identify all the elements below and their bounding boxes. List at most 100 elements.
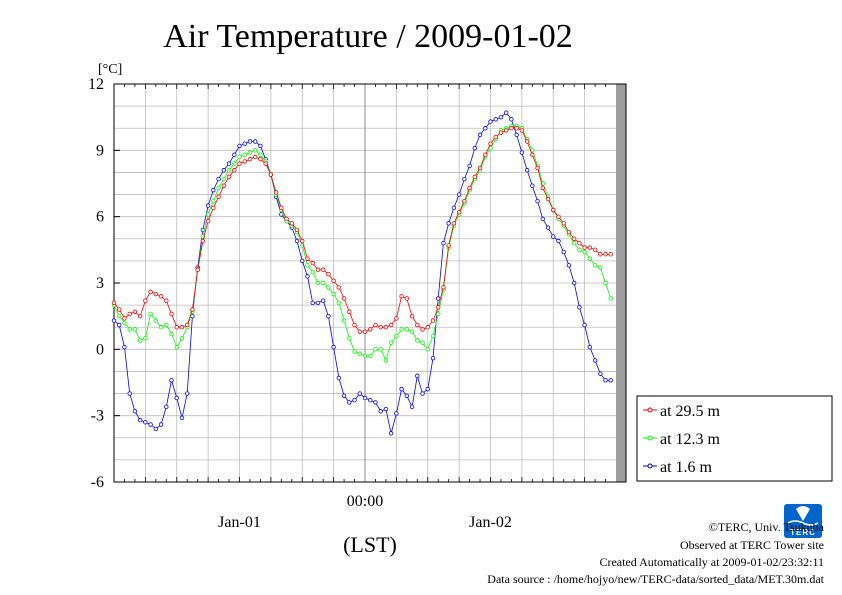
data-point bbox=[169, 311, 174, 317]
chart-title: Air Temperature / 2009-01-02 bbox=[163, 18, 573, 55]
series-layer bbox=[111, 110, 613, 436]
data-point bbox=[420, 327, 425, 332]
data-point bbox=[524, 139, 530, 144]
data-point bbox=[310, 269, 315, 275]
data-point bbox=[122, 320, 127, 325]
data-point bbox=[430, 318, 436, 323]
data-point bbox=[164, 298, 169, 303]
data-point bbox=[566, 263, 572, 268]
data-point bbox=[211, 198, 216, 204]
data-point bbox=[603, 378, 608, 383]
x-date-label: Jan-02 bbox=[469, 514, 512, 531]
data-point bbox=[132, 409, 138, 414]
data-point bbox=[556, 214, 561, 219]
data-point bbox=[409, 329, 415, 334]
data-point bbox=[132, 309, 138, 314]
data-point bbox=[598, 371, 603, 376]
data-point bbox=[200, 238, 206, 244]
data-point bbox=[179, 415, 185, 421]
data-point bbox=[582, 322, 587, 328]
data-point bbox=[352, 397, 357, 403]
data-point bbox=[509, 126, 514, 131]
data-point bbox=[232, 152, 237, 157]
data-point bbox=[247, 150, 253, 155]
wave-icon bbox=[787, 520, 819, 526]
data-point bbox=[446, 243, 451, 248]
data-point bbox=[577, 240, 582, 246]
data-point bbox=[378, 325, 383, 330]
data-point bbox=[153, 318, 159, 323]
data-point bbox=[153, 291, 159, 297]
data-point bbox=[305, 263, 310, 268]
data-point bbox=[185, 391, 190, 396]
data-point bbox=[451, 221, 457, 226]
y-axis-ticks: -6 -3 0 3 6 9 12 bbox=[88, 76, 120, 491]
data-point bbox=[362, 329, 368, 334]
x-axis-ticks: 00:00 Jan-01 Jan-02 bbox=[218, 493, 512, 531]
data-point bbox=[341, 318, 347, 323]
data-point bbox=[462, 176, 467, 182]
data-point bbox=[608, 378, 613, 383]
data-point bbox=[551, 234, 556, 239]
data-point bbox=[425, 386, 430, 392]
data-point bbox=[383, 406, 389, 412]
legend-label: at 1.6 m bbox=[660, 459, 713, 476]
data-point bbox=[232, 168, 237, 173]
data-point bbox=[300, 258, 305, 264]
data-point bbox=[582, 249, 587, 255]
data-point bbox=[430, 333, 436, 339]
data-point bbox=[185, 322, 190, 328]
data-point bbox=[420, 391, 425, 396]
data-point bbox=[127, 327, 132, 332]
data-point bbox=[467, 185, 472, 191]
data-point bbox=[326, 285, 331, 290]
data-point bbox=[587, 256, 593, 261]
data-point bbox=[357, 391, 362, 396]
y-tick-label: 0 bbox=[96, 341, 104, 358]
data-point bbox=[488, 119, 493, 124]
data-point bbox=[258, 156, 263, 162]
data-point bbox=[174, 395, 179, 401]
data-point bbox=[336, 285, 342, 290]
x-axis-label: (LST) bbox=[343, 532, 397, 557]
data-point bbox=[530, 183, 535, 188]
data-point bbox=[493, 117, 498, 122]
data-point bbox=[425, 325, 430, 330]
plot-right-shade bbox=[616, 84, 626, 482]
data-point bbox=[300, 238, 305, 244]
data-point bbox=[373, 347, 378, 352]
data-point bbox=[341, 296, 347, 301]
data-point bbox=[289, 221, 294, 226]
data-point bbox=[132, 327, 138, 332]
legend-label: at 12.3 m bbox=[660, 431, 721, 448]
data-point bbox=[336, 300, 342, 306]
data-point bbox=[320, 298, 326, 303]
data-point bbox=[226, 161, 232, 166]
data-point bbox=[436, 305, 441, 310]
series-at-29-5-m bbox=[111, 126, 613, 334]
data-point bbox=[158, 294, 164, 299]
data-point bbox=[383, 325, 389, 330]
data-point bbox=[551, 207, 556, 213]
data-point bbox=[352, 349, 357, 354]
data-point bbox=[493, 134, 498, 140]
data-point bbox=[514, 132, 519, 138]
legend-label: at 29.5 m bbox=[660, 403, 721, 420]
data-point bbox=[190, 307, 195, 312]
data-point bbox=[331, 278, 336, 283]
data-point bbox=[545, 196, 551, 202]
data-point bbox=[252, 139, 258, 144]
data-point bbox=[221, 183, 227, 188]
y-tick-label: -6 bbox=[91, 474, 104, 491]
data-point bbox=[111, 300, 117, 306]
data-point bbox=[237, 143, 242, 149]
data-point bbox=[483, 152, 488, 157]
data-point bbox=[524, 168, 530, 173]
data-point bbox=[164, 322, 169, 328]
data-point bbox=[577, 305, 582, 310]
data-point bbox=[284, 216, 289, 222]
legend-swatch-marker bbox=[647, 463, 653, 469]
data-point bbox=[456, 192, 462, 197]
data-point bbox=[179, 325, 185, 330]
credits: ©TERC, Univ. Tsukuba Observed at TERC To… bbox=[487, 520, 824, 586]
